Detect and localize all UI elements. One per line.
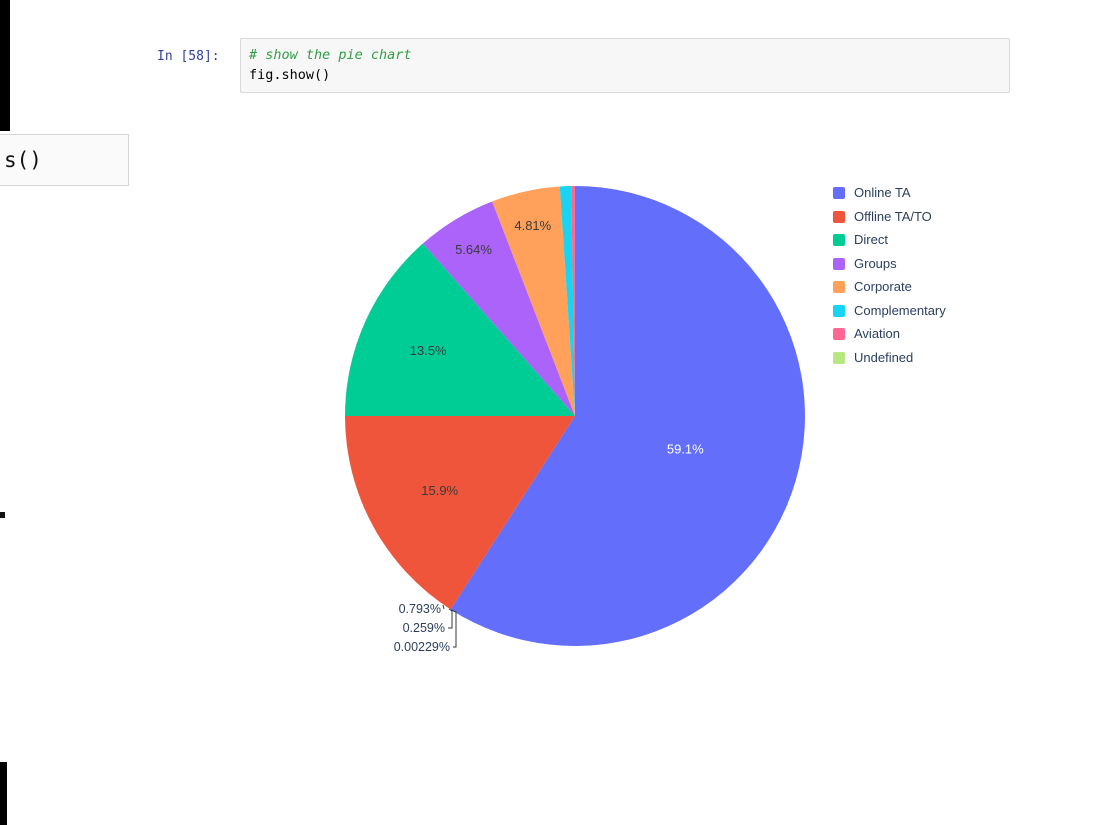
pie-inside-label-groups: 5.64%: [455, 242, 492, 257]
legend-label: Corporate: [854, 279, 912, 294]
legend-swatch: [833, 187, 845, 199]
chart-legend: Online TA Offline TA/TO Direct Groups Corpor…: [833, 186, 946, 374]
legend-label: Offline TA/TO: [854, 208, 932, 224]
cell-input-prompt: In [58]:: [157, 49, 220, 64]
legend-label: Direct: [854, 232, 888, 247]
left-edge-mark: [0, 512, 5, 518]
pie-slice-groups[interactable]: [422, 201, 575, 416]
legend-item-complementary[interactable]: Complementary: [833, 302, 946, 318]
legend-label: Aviation: [854, 326, 901, 341]
pie-outside-label-undefined: 0.00229%: [394, 640, 450, 654]
partial-code-text: s(): [4, 148, 42, 172]
pie-slice-corporate[interactable]: [492, 186, 575, 417]
pie-label-leader-lines: [442, 604, 457, 648]
pie-slice-online-ta[interactable]: [450, 186, 805, 646]
legend-item-direct[interactable]: Direct: [833, 233, 946, 247]
legend-label: Complementary: [854, 302, 946, 318]
pie-outside-label-complementary: 0.793%: [399, 602, 441, 616]
pie-slice-complementary[interactable]: [559, 186, 575, 416]
legend-swatch: [833, 304, 845, 317]
legend-item-groups[interactable]: Groups: [833, 255, 946, 271]
pie-inside-label-direct: 13.5%: [410, 343, 447, 358]
legend-swatch: [833, 281, 845, 293]
pie-slice-offline-ta-to[interactable]: [345, 416, 575, 610]
code-line: fig.show(): [249, 67, 331, 83]
legend-swatch: [833, 234, 845, 246]
pie-inside-label-corporate: 4.81%: [514, 218, 551, 233]
legend-item-corporate[interactable]: Corporate: [833, 280, 946, 294]
legend-item-offline-ta-to[interactable]: Offline TA/TO: [833, 208, 946, 224]
legend-item-aviation[interactable]: Aviation: [833, 327, 946, 341]
pie-inside-label-online-ta: 59.1%: [667, 441, 704, 456]
legend-label: Online TA: [854, 185, 911, 200]
left-edge-black-strip-bottom: [0, 762, 7, 825]
pie-outside-label-aviation: 0.259%: [403, 621, 445, 635]
legend-item-undefined[interactable]: Undefined: [833, 349, 946, 365]
legend-item-online-ta[interactable]: Online TA: [833, 186, 946, 200]
pie-inside-label-offline-ta-to: 15.9%: [421, 483, 458, 498]
legend-swatch: [833, 351, 845, 364]
legend-label: Groups: [854, 255, 897, 271]
pie-slice-aviation[interactable]: [571, 186, 575, 416]
code-cell-input[interactable]: # show the pie chart fig.show(): [240, 38, 1010, 93]
partial-code-cell[interactable]: s(): [0, 134, 129, 186]
left-edge-black-strip-top: [0, 0, 10, 131]
legend-swatch: [833, 210, 845, 223]
legend-swatch: [833, 257, 845, 270]
code-comment-line: # show the pie chart: [249, 47, 412, 63]
legend-swatch: [833, 328, 845, 340]
legend-label: Undefined: [854, 349, 914, 365]
pie-slice-direct[interactable]: [345, 243, 575, 417]
